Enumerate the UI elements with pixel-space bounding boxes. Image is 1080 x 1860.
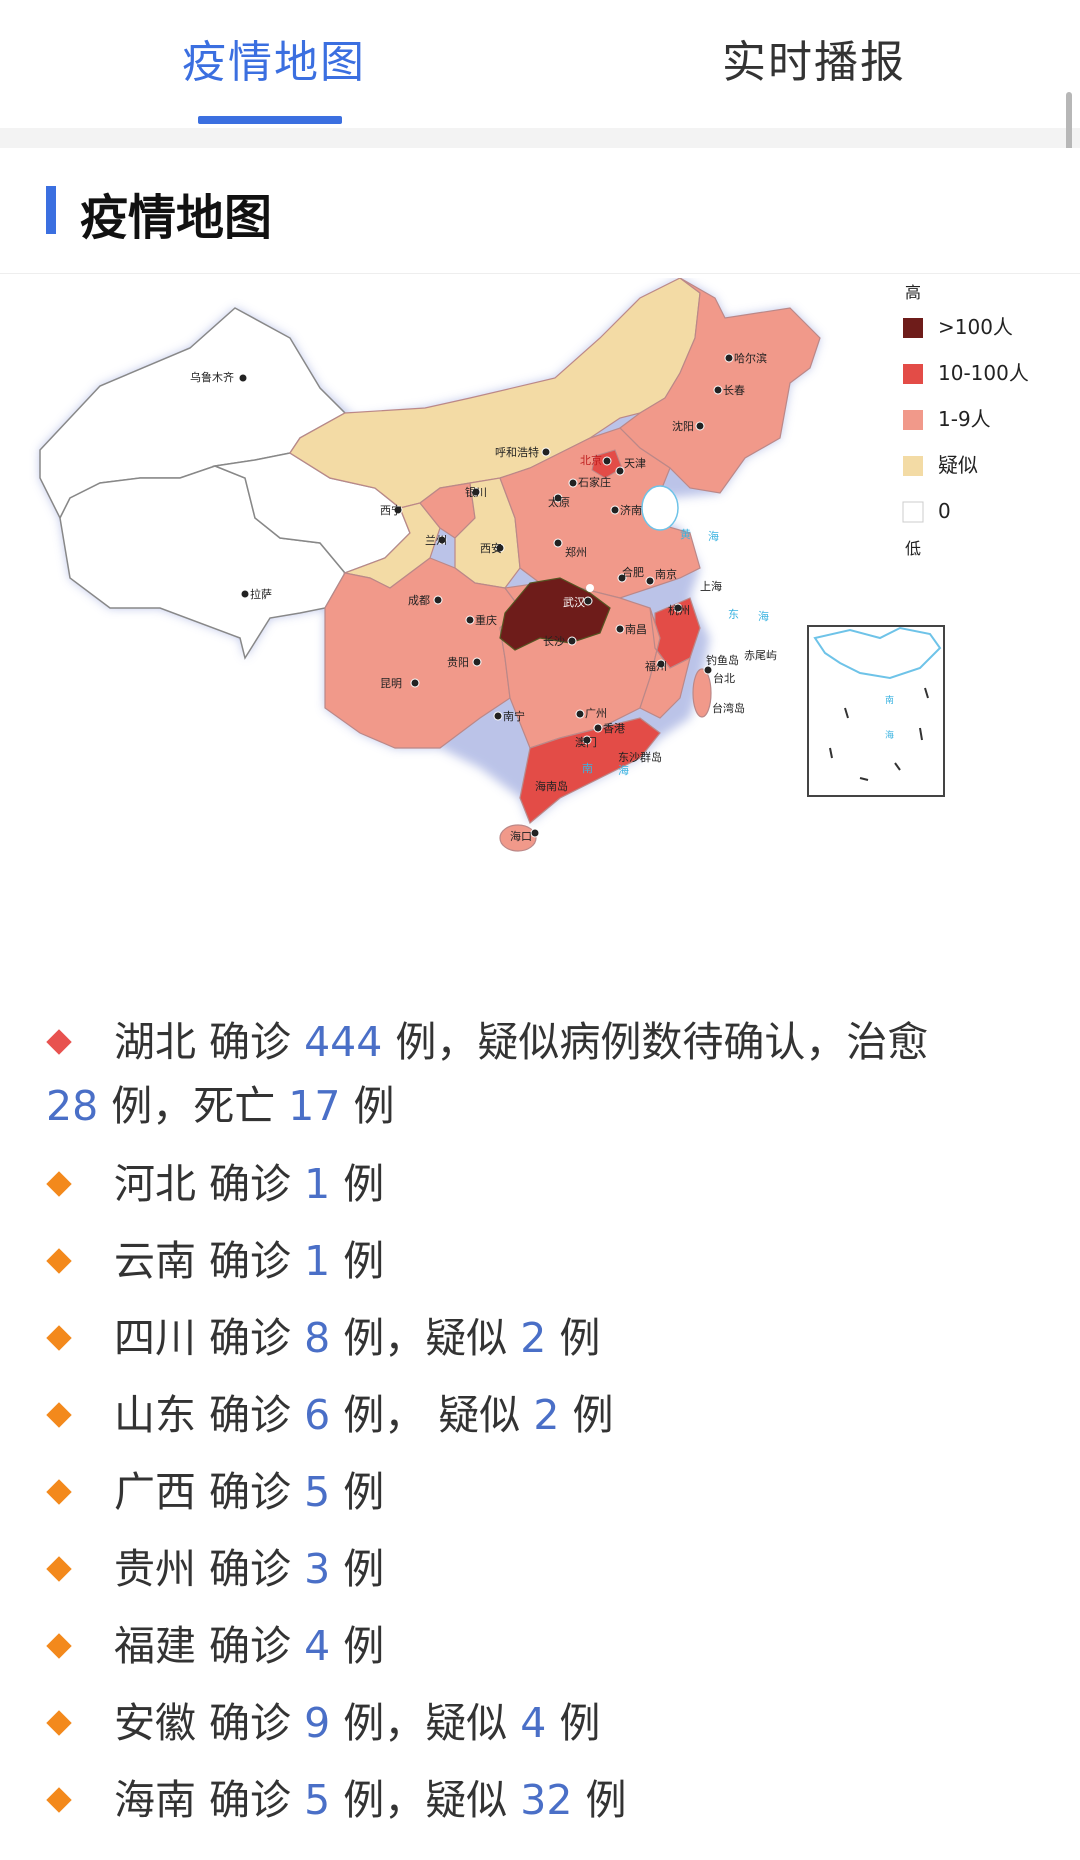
- region-north-china: [499, 427, 701, 599]
- label-changsha: 长沙: [543, 635, 565, 648]
- label-diaoyu: 钓鱼岛: [706, 653, 739, 667]
- label-dongsha: 东沙群岛: [618, 750, 662, 764]
- legend-label-3: 1-9人: [938, 407, 991, 431]
- label-lhasa: 拉萨: [250, 587, 272, 601]
- legend-label-5: 0: [938, 499, 951, 523]
- bohai-sea: [641, 485, 679, 531]
- label-hongkong: 香港: [603, 722, 625, 735]
- label-shenyang: 沈阳: [672, 419, 694, 433]
- active-tab-indicator: [198, 116, 342, 124]
- orange-diamond-icon: [46, 1710, 72, 1736]
- label-chiwei: 赤尾屿: [744, 649, 777, 662]
- section-title: 疫情地图: [80, 190, 273, 246]
- orange-diamond-icon: [46, 1402, 72, 1428]
- label-guiyang: 贵阳: [447, 656, 469, 669]
- label-zhengzhou: 郑州: [565, 545, 587, 559]
- region-northeast: [619, 277, 821, 494]
- south-china-sea-inset: 南 海: [807, 625, 945, 797]
- label-east-sea-1: 东: [728, 608, 739, 621]
- label-nanjing: 南京: [655, 567, 677, 581]
- label-lanzhou: 兰州: [425, 534, 447, 547]
- scrollbar[interactable]: [1066, 92, 1072, 184]
- region-taiwan: [692, 668, 712, 718]
- orange-diamond-icon: [46, 1479, 72, 1505]
- orange-diamond-icon: [46, 1787, 72, 1813]
- label-shijiazhuang: 石家庄: [578, 475, 611, 489]
- section-accent-bar: [46, 186, 56, 234]
- map-legend: 高 >100人 10-100人 1-9人 疑似 0 低: [902, 283, 1029, 558]
- label-hangzhou: 杭州: [668, 603, 690, 617]
- label-chengdu: 成都: [408, 594, 430, 607]
- orange-diamond-icon: [46, 1171, 72, 1197]
- legend-high: 高: [905, 283, 921, 302]
- label-tianjin: 天津: [624, 457, 646, 470]
- label-yellow-sea-2: 海: [708, 529, 719, 543]
- label-changchun: 长春: [723, 384, 745, 397]
- label-fuzhou: 福州: [645, 659, 667, 673]
- label-hefei: 合肥: [622, 565, 644, 579]
- inset-label-hai: 海: [885, 729, 894, 741]
- label-taiyuan: 太原: [548, 496, 570, 509]
- label-taipei: 台北: [713, 671, 735, 685]
- red-diamond-icon: [46, 1029, 72, 1055]
- legend-label-2: 10-100人: [938, 361, 1029, 385]
- label-macau: 澳门: [575, 735, 597, 749]
- orange-diamond-icon: [46, 1556, 72, 1582]
- orange-diamond-icon: [46, 1325, 72, 1351]
- legend-low: 低: [905, 539, 921, 558]
- label-hainan: 海南岛: [535, 779, 568, 793]
- label-kunming: 昆明: [380, 677, 402, 690]
- legend-label-1: >100人: [938, 315, 1013, 339]
- label-guangzhou: 广州: [585, 707, 607, 720]
- label-jinan: 济南: [620, 503, 642, 517]
- legend-label-4: 疑似: [938, 453, 978, 477]
- tab-bar: 疫情地图 实时播报: [0, 0, 1080, 128]
- label-nanning: 南宁: [503, 709, 525, 723]
- tab-epidemic-map[interactable]: 疫情地图: [182, 37, 366, 88]
- inset-label-nan: 南: [885, 694, 894, 706]
- label-haikou: 海口: [510, 829, 532, 843]
- label-shanghai: 上海: [700, 579, 722, 593]
- divider-band: [0, 128, 1080, 148]
- region-guangdong: [519, 717, 661, 824]
- label-beijing: 北京: [580, 453, 602, 467]
- tab-live-report[interactable]: 实时播报: [722, 37, 906, 88]
- label-hohhot: 呼和浩特: [495, 445, 539, 459]
- orange-diamond-icon: [46, 1248, 72, 1274]
- label-wuhan: 武汉: [563, 596, 585, 609]
- epidemic-map[interactable]: 乌鲁木齐 拉萨 西宁 兰州 银川 呼和浩特 哈尔滨 长春 沈阳 北京 天津 石家…: [0, 277, 1080, 968]
- region-hainan: [499, 824, 537, 852]
- label-xining: 西宁: [380, 503, 402, 517]
- label-south-sea-2: 海: [618, 763, 629, 777]
- section-header: 疫情地图: [0, 148, 1080, 274]
- label-south-sea-1: 南: [582, 762, 593, 775]
- label-harbin: 哈尔滨: [734, 351, 767, 365]
- label-nanchang: 南昌: [625, 623, 647, 636]
- label-yellow-sea-1: 黄: [680, 527, 691, 541]
- label-chongqing: 重庆: [475, 613, 497, 627]
- orange-diamond-icon: [46, 1633, 72, 1659]
- label-east-sea-2: 海: [758, 609, 769, 623]
- label-urumqi: 乌鲁木齐: [190, 370, 234, 384]
- label-xian: 西安: [480, 541, 502, 555]
- label-taiwan: 台湾岛: [712, 701, 745, 715]
- region-hubei: [499, 577, 611, 651]
- label-yinchuan: 银川: [465, 485, 487, 499]
